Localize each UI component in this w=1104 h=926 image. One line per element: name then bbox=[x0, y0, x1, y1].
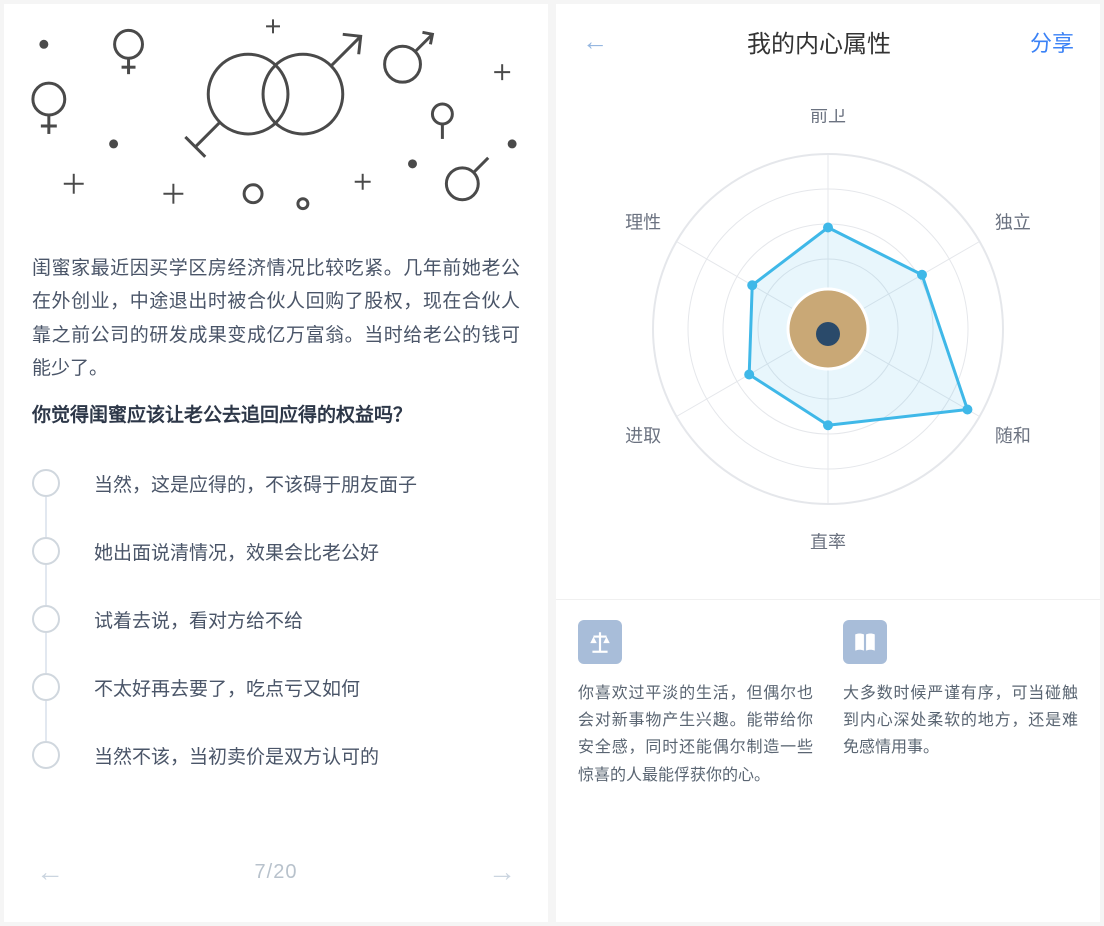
back-arrow-icon[interactable]: ← bbox=[582, 26, 608, 57]
option-radio-icon[interactable] bbox=[32, 537, 60, 565]
story-text: 闺蜜家最近因买学区房经济情况比较吃紧。几年前她老公在外创业，中途退出时被合伙人回… bbox=[4, 234, 548, 393]
options-list: 当然，这是应得的，不该碍于朋友面子她出面说清情况，效果会比老公好试着去说，看对方… bbox=[4, 449, 548, 789]
svg-text:独立: 独立 bbox=[995, 212, 1031, 232]
info-card-balance: 你喜欢过平淡的生活，但偶尔也会对新事物产生兴趣。能带给你安全感，同时还能偶尔制造… bbox=[578, 620, 813, 789]
question-text: 你觉得闺蜜应该让老公去追回应得的权益吗？ bbox=[4, 393, 548, 449]
pager: ← 7/20 → bbox=[4, 828, 548, 922]
prev-arrow-icon[interactable]: ← bbox=[36, 856, 64, 888]
result-panel: ← 我的内心属性 分享 前卫独立随和直率 进取 理性 你喜欢过平淡的生活，但偶尔也会… bbox=[556, 4, 1100, 922]
option-row[interactable]: 试着去说，看对方给不给 bbox=[32, 585, 520, 653]
option-label: 她出面说清情况，效果会比老公好 bbox=[94, 538, 379, 565]
svg-text:理性: 理性 bbox=[625, 212, 661, 232]
option-radio-icon[interactable] bbox=[32, 741, 60, 769]
option-row[interactable]: 她出面说清情况，效果会比老公好 bbox=[32, 517, 520, 585]
option-radio-icon[interactable] bbox=[32, 673, 60, 701]
info-card-book: 大多数时候严谨有序，可当碰触到内心深处柔软的地方，还是难免感情用事。 bbox=[843, 620, 1078, 789]
option-label: 当然不该，当初卖价是双方认可的 bbox=[94, 742, 379, 769]
next-arrow-icon[interactable]: → bbox=[488, 856, 516, 888]
option-row[interactable]: 当然，这是应得的，不该碍于朋友面子 bbox=[32, 449, 520, 517]
option-label: 不太好再去要了，吃点亏又如何 bbox=[94, 674, 360, 701]
option-row[interactable]: 不太好再去要了，吃点亏又如何 bbox=[32, 653, 520, 721]
svg-text:进取: 进取 bbox=[625, 426, 661, 446]
quiz-panel: 闺蜜家最近因买学区房经济情况比较吃紧。几年前她老公在外创业，中途退出时被合伙人回… bbox=[4, 4, 548, 922]
share-button[interactable]: 分享 bbox=[1030, 26, 1074, 58]
option-radio-icon[interactable] bbox=[32, 469, 60, 497]
info-cards: 你喜欢过平淡的生活，但偶尔也会对新事物产生兴趣。能带给你安全感，同时还能偶尔制造… bbox=[556, 599, 1100, 799]
book-icon bbox=[843, 620, 887, 664]
info-text: 你喜欢过平淡的生活，但偶尔也会对新事物产生兴趣。能带给你安全感，同时还能偶尔制造… bbox=[578, 680, 813, 789]
radar-svg: 前卫独立随和直率 进取 理性 bbox=[608, 109, 1048, 549]
header: ← 我的内心属性 分享 bbox=[556, 4, 1100, 79]
svg-text:前卫: 前卫 bbox=[810, 109, 846, 126]
option-radio-icon[interactable] bbox=[32, 605, 60, 633]
svg-text:直率: 直率 bbox=[810, 533, 846, 550]
page-indicator: 7/20 bbox=[255, 861, 298, 884]
option-label: 试着去说，看对方给不给 bbox=[94, 606, 303, 633]
option-label: 当然，这是应得的，不该碍于朋友面子 bbox=[94, 470, 417, 497]
info-text: 大多数时候严谨有序，可当碰触到内心深处柔软的地方，还是难免感情用事。 bbox=[843, 680, 1078, 762]
option-row[interactable]: 当然不该，当初卖价是双方认可的 bbox=[32, 721, 520, 789]
scale-icon bbox=[578, 620, 622, 664]
radar-chart: 前卫独立随和直率 进取 理性 bbox=[556, 79, 1100, 599]
hero-illustration bbox=[4, 4, 548, 234]
svg-text:随和: 随和 bbox=[995, 426, 1031, 446]
page-title: 我的内心属性 bbox=[747, 24, 891, 59]
